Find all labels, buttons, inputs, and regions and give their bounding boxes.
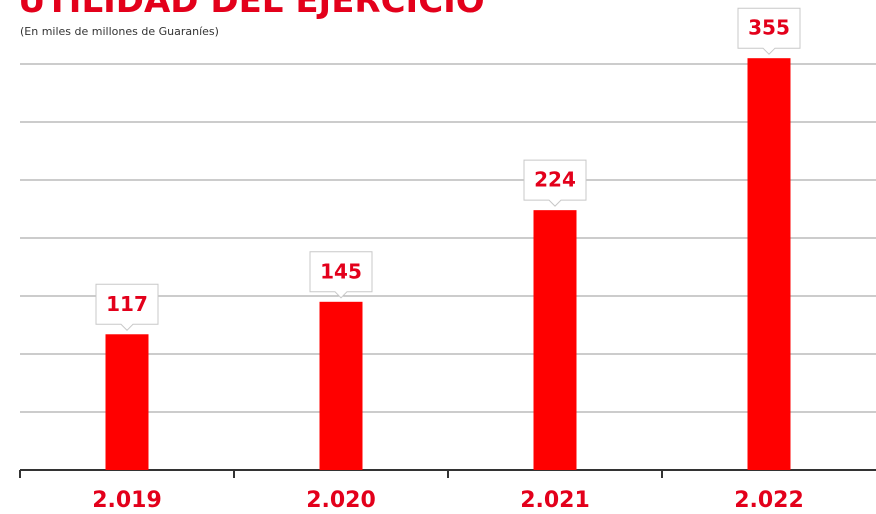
value-callout (95, 283, 159, 331)
chart-subtitle: (En miles de millones de Guaraníes) (20, 25, 219, 38)
value-callout (737, 7, 801, 55)
value-label: 355 (748, 16, 790, 40)
value-label: 224 (534, 168, 576, 192)
x-tick-label: 2.021 (520, 488, 590, 513)
value-callout (523, 159, 587, 207)
value-callout (309, 251, 373, 299)
x-tick-label: 2.019 (92, 488, 162, 513)
value-label: 117 (106, 292, 148, 316)
bar (533, 210, 577, 470)
bar (747, 58, 791, 470)
x-tick-label: 2.020 (306, 488, 376, 513)
x-tick-label: 2.022 (734, 488, 804, 513)
bar (319, 301, 363, 470)
value-label: 145 (320, 259, 362, 283)
chart-title: UTILIDAD DEL EJERCICIO (18, 0, 485, 21)
bar (105, 334, 149, 470)
